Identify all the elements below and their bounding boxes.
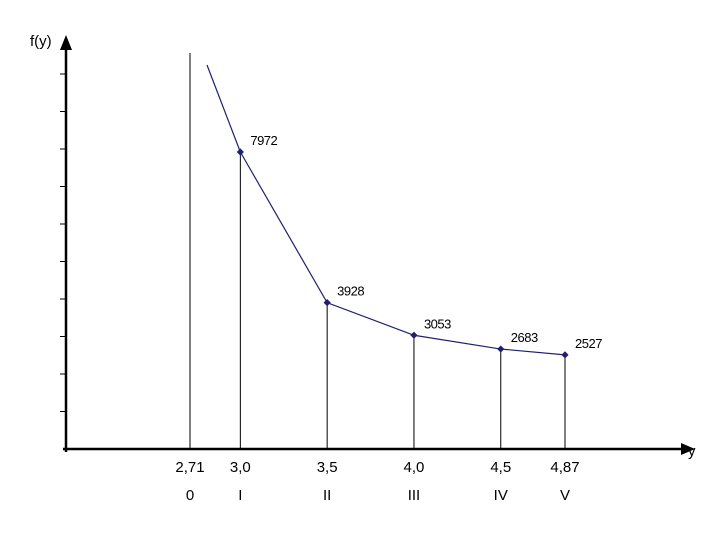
data-point — [236, 148, 244, 156]
data-point — [497, 345, 505, 353]
x-tick-label: 3,5 — [317, 459, 338, 476]
roman-label: I — [238, 487, 242, 504]
data-point — [410, 331, 418, 339]
y-axis-ticks — [60, 73, 66, 412]
x-tick-label: 2,71 — [175, 459, 204, 476]
y-axis-title: f(y) — [30, 33, 52, 50]
roman-label: II — [323, 487, 331, 504]
data-label: 3928 — [337, 284, 364, 299]
x-tick-label: 4,5 — [490, 459, 511, 476]
roman-label: 0 — [186, 487, 194, 504]
data-point — [323, 299, 331, 307]
series-line-lead — [206, 64, 241, 153]
data-label: 2683 — [511, 330, 538, 345]
x-tick-label: 4,87 — [550, 459, 579, 476]
y-axis-arrow — [60, 35, 72, 50]
roman-label: III — [408, 487, 421, 504]
roman-label: IV — [494, 487, 508, 504]
roman-label: V — [560, 487, 570, 504]
x-axis-title: y — [688, 443, 696, 460]
chart-marks: 7972 3928 3053 2683 2527 2,71 0 3,0 I 3,5 II 4,0 III… — [175, 53, 603, 504]
data-label: 2527 — [575, 336, 602, 351]
series-line — [239, 151, 566, 356]
data-label: 3053 — [424, 316, 451, 331]
data-label: 7972 — [250, 133, 277, 148]
data-point — [561, 351, 569, 359]
x-axis-arrow — [681, 443, 695, 455]
x-tick-label: 4,0 — [404, 459, 425, 476]
x-tick-label: 3,0 — [230, 459, 251, 476]
